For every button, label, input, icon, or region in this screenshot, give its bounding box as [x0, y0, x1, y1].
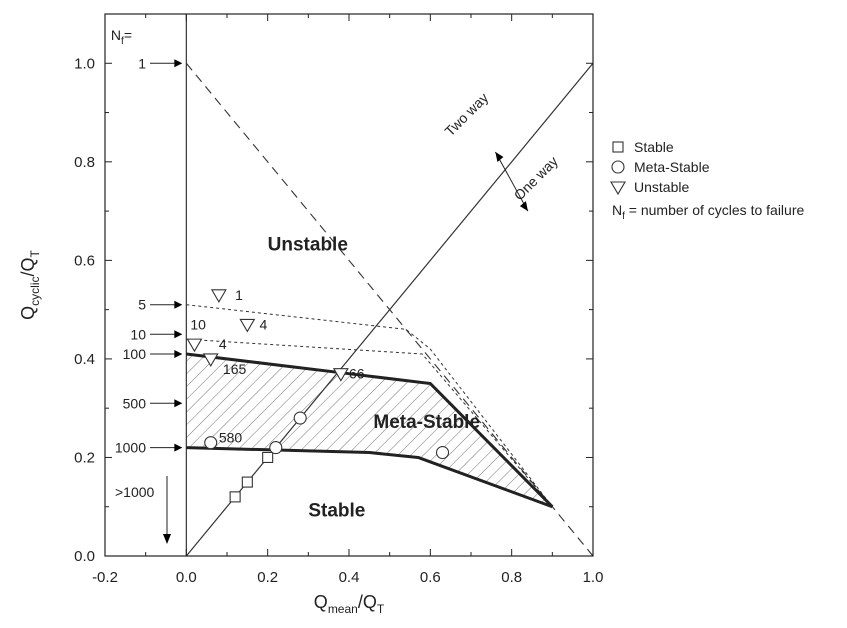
point-unstable-7: [210, 289, 227, 303]
y-tick-label-4: 0.8: [74, 154, 95, 171]
point-stable-0: [229, 491, 241, 503]
point-meta-stable-6: [435, 445, 450, 460]
nf-label-5: 1000: [115, 440, 146, 456]
legend-marker-triangle: [610, 181, 626, 196]
curve-line-2: [185, 62, 594, 557]
chart-text: -0.2 0.0 0.2 0.4 0.6 0.8 1.0 0.0 0.2 0.4 0.6 0.8 1.0…: [18, 27, 603, 616]
direction-arrow-head-down: [519, 201, 528, 212]
curve-line-5: [186, 352, 554, 508]
nf-arrow-head-2: [174, 330, 183, 339]
x-tick-label-0: -0.2: [92, 569, 118, 586]
x-tick-label-2: 0.2: [257, 569, 278, 586]
nf-label-3: 100: [123, 346, 147, 362]
y-tick-label-2: 0.4: [74, 351, 95, 368]
point-unstable-10: [202, 353, 219, 368]
nf-label-2: 10: [130, 326, 146, 342]
direction-arrow-head-up: [495, 151, 504, 162]
x-axis-title-sub2: T: [377, 602, 385, 616]
axis-ticks: [104, 13, 594, 557]
legend-note-text: = number of cycles to failure: [625, 202, 805, 218]
y-tick-label-3: 0.6: [74, 252, 95, 269]
nf-title-main: N: [111, 27, 121, 43]
point-meta-stable-3: [204, 436, 218, 450]
nf-arrow-head-0: [174, 59, 183, 68]
data-markers: [186, 289, 450, 503]
point-unstable-9: [186, 338, 203, 353]
curve-lines: [185, 14, 594, 557]
meta-stable-hatched-region: [186, 353, 553, 507]
nf-arrows: [150, 59, 529, 544]
point-label-1: 4: [260, 316, 268, 332]
y-axis-title-main: Q: [18, 306, 38, 320]
legend-label-2: Unstable: [634, 179, 689, 195]
nf-title-suffix: =: [124, 27, 132, 43]
nf-arrow-head-5: [174, 443, 183, 452]
nf-label-1: 5: [138, 297, 146, 313]
region-label-2: Stable: [308, 501, 365, 522]
point-label-3: 4: [219, 336, 227, 352]
legend: Stable Meta-Stable Unstable Nf = number of …: [610, 139, 804, 222]
curve-line-4: [186, 338, 553, 508]
point-meta-stable-4: [269, 441, 283, 455]
y-axis-title: Qcyclic/QT: [18, 249, 42, 319]
x-tick-label-5: 0.8: [501, 569, 522, 586]
legend-marker-square: [612, 141, 624, 153]
meta-stable-area: [186, 353, 553, 507]
point-meta-stable-5: [293, 411, 307, 425]
y-axis-title-sub: cyclic: [28, 277, 42, 306]
y-tick-label-0: 0.0: [74, 548, 95, 565]
nf-title: Nf=: [111, 27, 132, 47]
point-unstable-8: [239, 318, 256, 333]
y-tick-label-5: 1.0: [74, 55, 95, 72]
direction-label-1: One way: [511, 153, 561, 203]
nf-arrow-down-head: [163, 534, 171, 544]
nf-arrow-head-1: [174, 300, 183, 309]
point-label-6: 580: [219, 430, 243, 446]
x-axis-title-suffix: /Q: [358, 592, 377, 612]
region-label-1: Meta-Stable: [373, 412, 480, 433]
direction-double-arrow: [494, 151, 529, 212]
legend-label-0: Stable: [634, 139, 674, 155]
nf-arrow-head-4: [174, 399, 183, 408]
x-tick-label-1: 0.0: [176, 569, 197, 586]
y-axis-title-suffix: /Q: [18, 257, 38, 276]
x-tick-label-3: 0.4: [339, 569, 360, 586]
region-label-0: Unstable: [268, 235, 348, 256]
point-label-5: 66: [349, 366, 365, 382]
y-axis-title-sub2: T: [28, 249, 42, 257]
nf-title-sub: f: [121, 36, 124, 47]
x-axis-title: Qmean/QT: [314, 592, 385, 616]
x-axis-title-main: Q: [314, 592, 328, 612]
nf-label-4: 500: [123, 395, 147, 411]
legend-note-main: N: [612, 202, 622, 218]
point-label-4: 165: [223, 361, 247, 377]
point-unstable-11: [332, 368, 349, 382]
nf-label-6: >1000: [115, 484, 155, 500]
x-axis-title-sub: mean: [328, 602, 358, 616]
legend-label-1: Meta-Stable: [634, 159, 710, 175]
y-tick-label-1: 0.2: [74, 449, 95, 466]
direction-label-0: Two way: [441, 89, 491, 139]
x-tick-label-6: 1.0: [583, 569, 604, 586]
point-label-2: 10: [190, 316, 206, 332]
nf-label-0: 1: [138, 55, 146, 71]
legend-note-sub: f: [622, 211, 625, 222]
legend-marker-circle: [611, 160, 625, 174]
legend-note: Nf = number of cycles to failure: [612, 202, 804, 222]
curve-line-3: [186, 304, 553, 508]
point-label-0: 1: [235, 287, 243, 303]
nf-arrow-head-3: [174, 349, 183, 358]
x-tick-label-4: 0.6: [420, 569, 441, 586]
point-stable-2: [262, 451, 274, 464]
point-stable-1: [241, 476, 253, 488]
